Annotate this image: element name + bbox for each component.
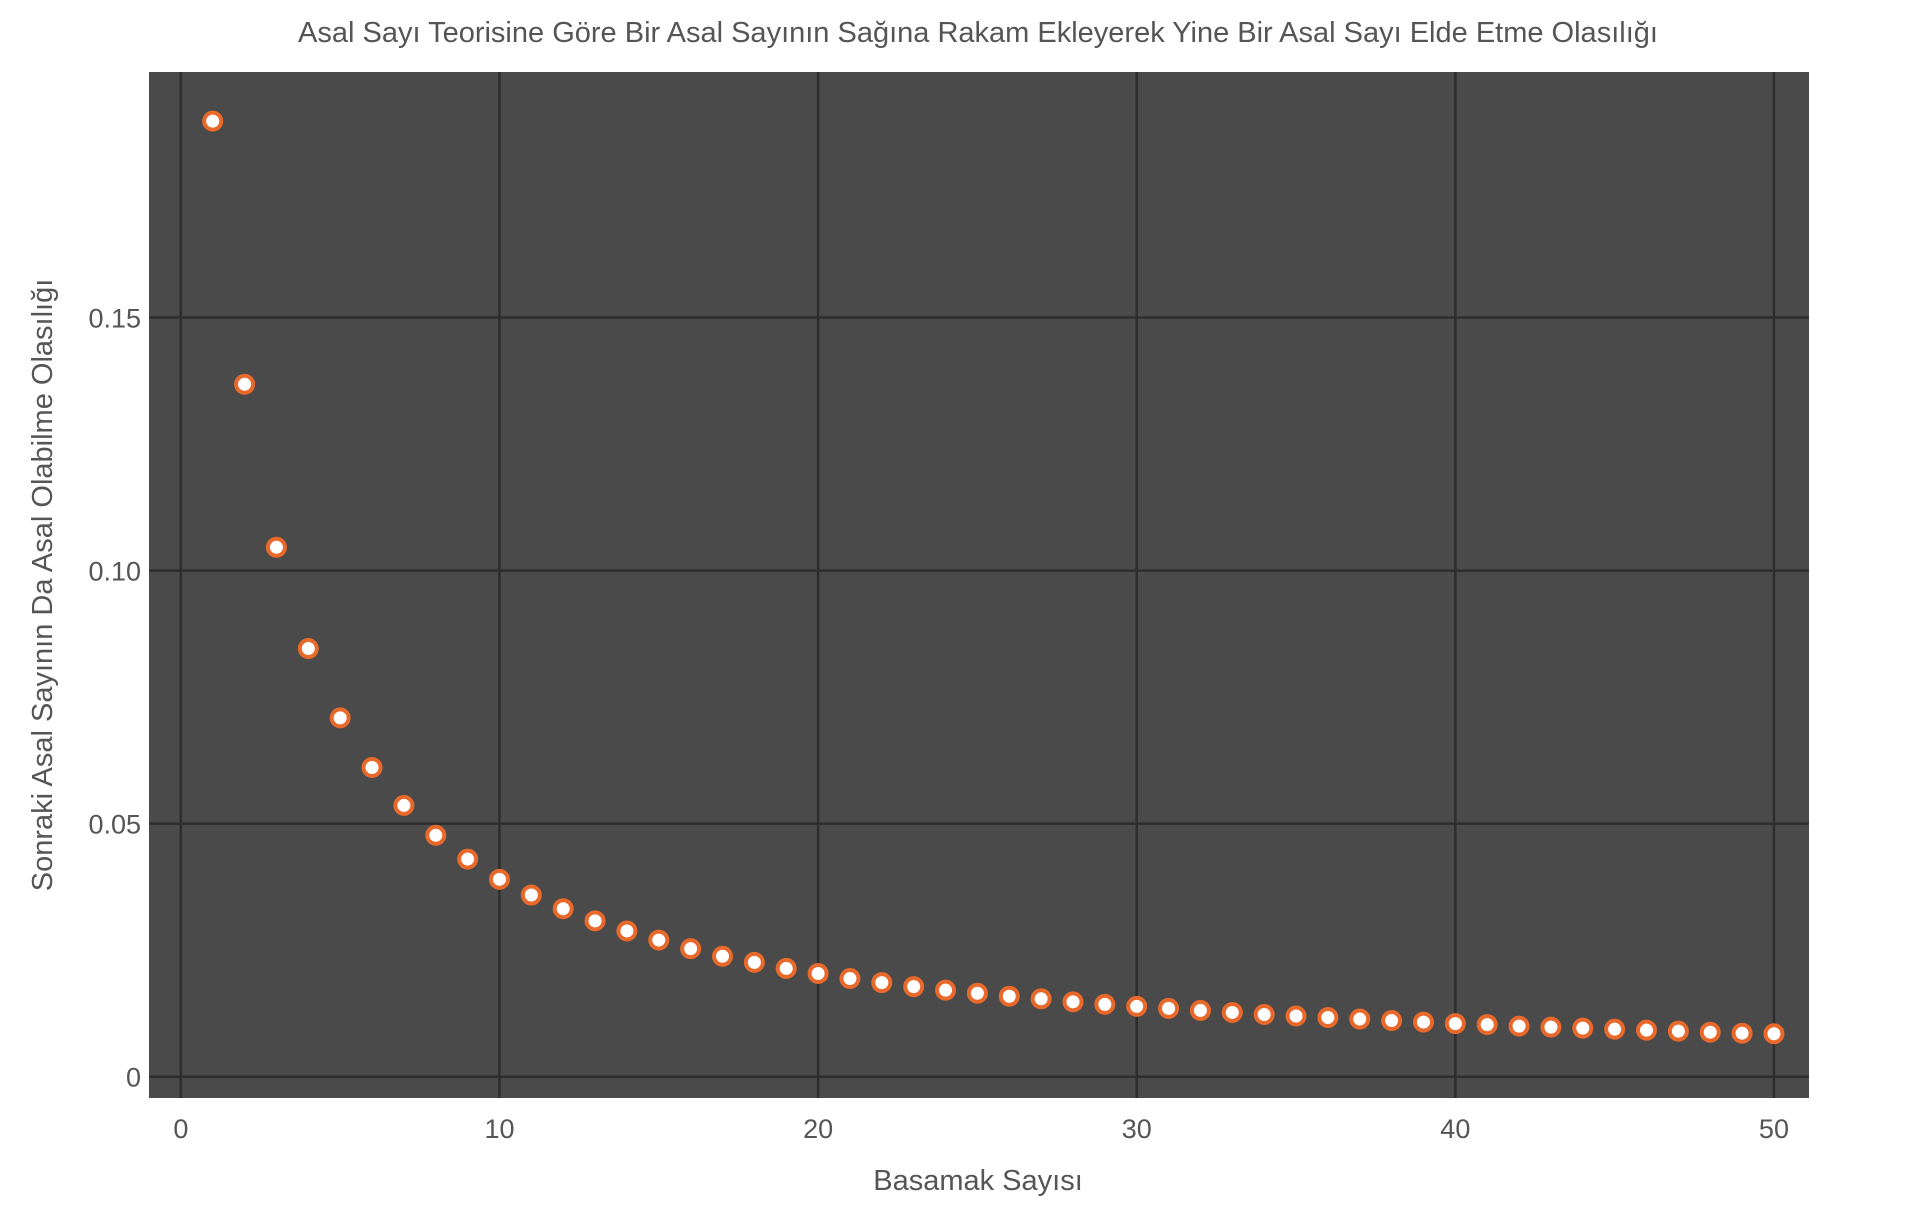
data-point	[1636, 1019, 1658, 1041]
data-point	[202, 110, 224, 132]
data-point	[234, 373, 256, 395]
y-tick-label: 0.05	[88, 810, 141, 840]
y-axis-ticks: 0 0.05 0.10 0.15	[88, 303, 141, 1092]
data-point	[1540, 1016, 1562, 1038]
x-tick-label: 40	[1440, 1114, 1470, 1144]
data-point	[1381, 1010, 1403, 1032]
data-point	[393, 794, 415, 816]
data-point	[743, 951, 765, 973]
data-point	[1158, 997, 1180, 1019]
data-point	[1221, 1001, 1243, 1023]
data-point	[1508, 1015, 1530, 1037]
data-point	[712, 945, 734, 967]
data-point	[1667, 1020, 1689, 1042]
data-point	[457, 848, 479, 870]
data-point	[775, 957, 797, 979]
data-point	[680, 938, 702, 960]
data-point	[265, 536, 287, 558]
data-point	[1763, 1023, 1785, 1045]
chart-title: Asal Sayı Teorisine Göre Bir Asal Sayını…	[298, 17, 1658, 49]
data-point	[935, 979, 957, 1001]
data-point	[1444, 1013, 1466, 1035]
data-point	[329, 707, 351, 729]
data-point	[839, 968, 861, 990]
data-point	[1189, 999, 1211, 1021]
data-point	[1604, 1018, 1626, 1040]
x-tick-label: 10	[484, 1114, 514, 1144]
data-point	[552, 898, 574, 920]
data-point	[1412, 1011, 1434, 1033]
data-point	[998, 985, 1020, 1007]
data-point	[1731, 1022, 1753, 1044]
data-point	[1062, 991, 1084, 1013]
data-point	[1030, 988, 1052, 1010]
data-point	[871, 972, 893, 994]
data-point	[903, 976, 925, 998]
y-tick-label: 0	[126, 1063, 141, 1093]
data-point	[1349, 1008, 1371, 1030]
data-point	[1126, 995, 1148, 1017]
data-point	[1317, 1007, 1339, 1029]
x-axis-title: Basamak Sayısı	[873, 1165, 1083, 1197]
y-axis-title: Sonraki Asal Sayının Da Asal Olabilme Ol…	[27, 279, 59, 892]
data-point	[1699, 1021, 1721, 1043]
y-tick-label: 0.15	[88, 303, 141, 333]
data-point	[1572, 1017, 1594, 1039]
x-axis-ticks: 0 10 20 30 40 50	[173, 1114, 1789, 1144]
data-point	[616, 920, 638, 942]
data-point	[807, 962, 829, 984]
data-points	[202, 110, 1785, 1045]
x-tick-label: 20	[803, 1114, 833, 1144]
grid-lines	[149, 72, 1809, 1098]
data-point	[648, 929, 670, 951]
x-tick-label: 50	[1759, 1114, 1789, 1144]
data-point	[361, 756, 383, 778]
plot-area	[149, 72, 1809, 1098]
x-tick-label: 30	[1122, 1114, 1152, 1144]
data-point	[425, 824, 447, 846]
y-tick-label: 0.10	[88, 557, 141, 587]
data-point	[1285, 1005, 1307, 1027]
data-point	[966, 982, 988, 1004]
data-point	[1094, 993, 1116, 1015]
data-point	[488, 868, 510, 890]
x-tick-label: 0	[173, 1114, 188, 1144]
data-point	[520, 884, 542, 906]
data-point	[1476, 1014, 1498, 1036]
data-point	[1253, 1003, 1275, 1025]
data-point	[297, 638, 319, 660]
data-point	[584, 910, 606, 932]
